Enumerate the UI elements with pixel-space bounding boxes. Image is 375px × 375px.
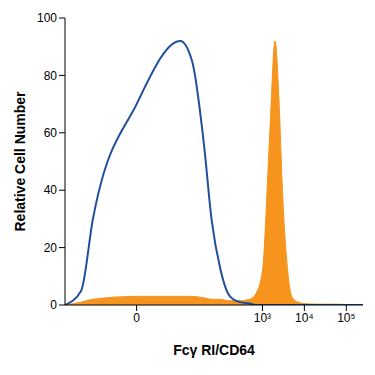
- svg-text:10⁵: 10⁵: [337, 311, 355, 325]
- svg-text:20: 20: [44, 241, 58, 255]
- svg-text:80: 80: [44, 69, 58, 83]
- svg-text:Fcγ RI/CD64: Fcγ RI/CD64: [173, 342, 255, 358]
- svg-text:Relative Cell Number: Relative Cell Number: [12, 91, 28, 232]
- svg-text:60: 60: [44, 126, 58, 140]
- svg-text:0: 0: [50, 298, 57, 312]
- svg-text:100: 100: [37, 11, 57, 25]
- svg-text:10³: 10³: [254, 311, 271, 325]
- svg-text:40: 40: [44, 183, 58, 197]
- svg-text:10⁴: 10⁴: [295, 311, 314, 325]
- svg-text:0: 0: [133, 311, 140, 325]
